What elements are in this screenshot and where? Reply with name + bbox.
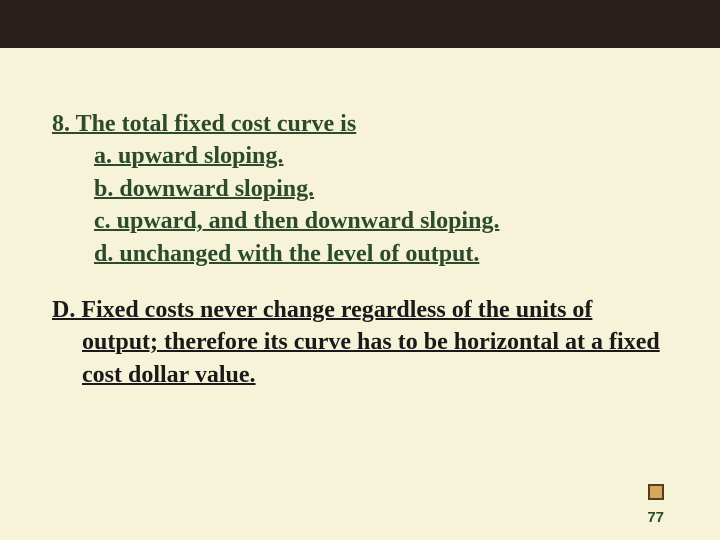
- question-block: 8. The total fixed cost curve is a. upwa…: [52, 108, 668, 270]
- question-stem: 8. The total fixed cost curve is: [52, 108, 668, 140]
- option-d: d. unchanged with the level of output.: [94, 238, 668, 270]
- option-a: a. upward sloping.: [94, 140, 668, 172]
- options-list: a. upward sloping. b. downward sloping. …: [52, 140, 668, 270]
- page-number: 77: [647, 509, 664, 526]
- option-b: b. downward sloping.: [94, 173, 668, 205]
- top-dark-bar: [0, 0, 720, 48]
- answer-block: D. Fixed costs never change regardless o…: [82, 294, 668, 391]
- navigation-icon[interactable]: [648, 484, 664, 500]
- option-c: c. upward, and then downward sloping.: [94, 205, 668, 237]
- slide-content: 8. The total fixed cost curve is a. upwa…: [0, 48, 720, 391]
